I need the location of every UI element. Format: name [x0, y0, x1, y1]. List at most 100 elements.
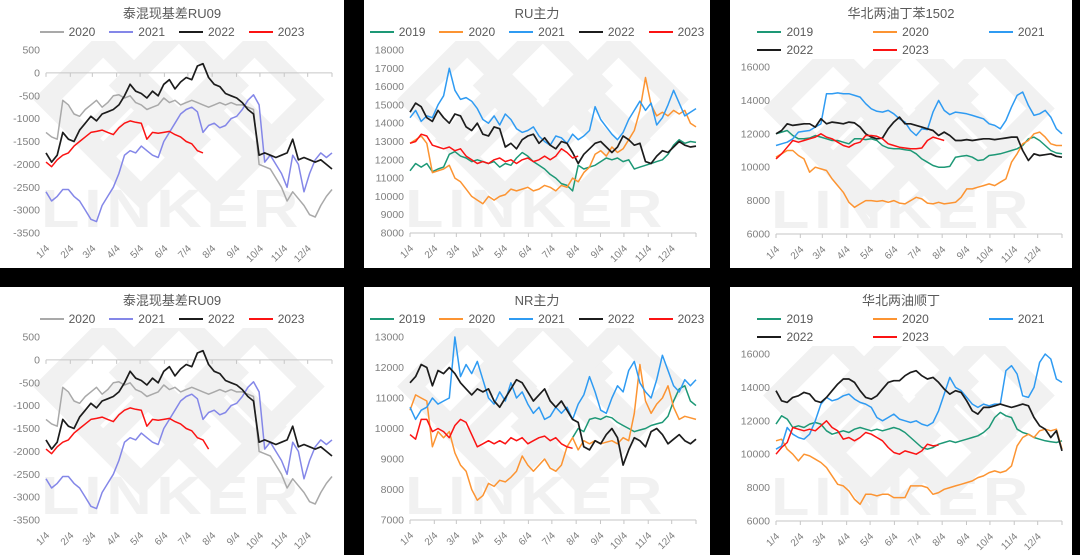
- chart-card: 泰混现基差RU09 2020 2021 2022 2023 LINKER 500 0 -500 -…: [0, 287, 344, 555]
- y-axis-label: 8000: [381, 228, 405, 240]
- legend-item-2021: 2021: [109, 23, 165, 41]
- y-axis-label: 8000: [747, 195, 771, 207]
- y-axis-label: 14000: [741, 382, 770, 394]
- x-axis-label: 7/4: [176, 530, 194, 548]
- legend-line-swatch: [873, 318, 898, 320]
- series-line-2021: [775, 91, 1063, 147]
- legend-label: 2019: [398, 25, 426, 39]
- series-line-2023: [409, 133, 579, 165]
- y-axis-label: -500: [19, 377, 40, 389]
- series-line-2023: [409, 418, 573, 450]
- x-axis-label: 3/4: [445, 243, 463, 261]
- legend-label: 2023: [277, 312, 305, 326]
- series-line-2022: [775, 116, 1063, 162]
- x-axis-label: 10/4: [245, 243, 267, 265]
- x-axis-label: 7/4: [906, 531, 924, 549]
- chart-card: RU主力 2019 2020 2021 2022 2023 LINKER 18000 17000…: [364, 0, 710, 268]
- legend-line-swatch: [39, 31, 64, 33]
- legend-item-2021: 2021: [509, 23, 565, 41]
- legend-item-2021: 2021: [988, 23, 1045, 41]
- legend-item-2022: 2022: [179, 23, 235, 41]
- x-axis-label: 7/4: [540, 243, 558, 261]
- x-axis-label: 6/4: [153, 243, 171, 261]
- legend-label: 2019: [786, 25, 814, 39]
- y-axis-label: 10000: [741, 449, 770, 461]
- legend-line-swatch: [439, 318, 464, 320]
- legend-label: 2020: [902, 25, 929, 39]
- x-axis-label: 11/4: [999, 531, 1020, 552]
- chart-title: 泰混现基差RU09: [122, 6, 222, 21]
- legend-label: 2020: [68, 312, 96, 326]
- x-axis-label: 3/4: [81, 530, 99, 548]
- legend-item-2020: 2020: [439, 23, 495, 41]
- x-axis-label: 10/4: [975, 531, 997, 553]
- y-axis-label: 9000: [381, 209, 405, 221]
- legend-item-2019: 2019: [757, 310, 813, 328]
- legend-line-swatch: [39, 318, 64, 320]
- legend-item-2022: 2022: [578, 23, 635, 41]
- chart-title: 华北两油顺丁: [861, 293, 940, 308]
- linker-watermark: LINKER: [33, 328, 325, 526]
- legend-line-swatch: [509, 31, 534, 33]
- x-axis-label: 9/4: [589, 530, 607, 548]
- series-line-2019: [571, 385, 697, 439]
- legend-line-swatch: [757, 31, 782, 33]
- legend-item-2023: 2023: [248, 23, 304, 41]
- series-line-2022: [409, 102, 697, 165]
- x-axis-label: 4/4: [469, 530, 487, 548]
- plot-area: LINKER 500 0 -500 -1000 -1500 -2000 -2500 -3000 -…: [13, 41, 333, 265]
- chart-title: RU主力: [514, 6, 560, 21]
- y-axis-label: -1500: [13, 136, 40, 148]
- y-axis-label: 16000: [741, 62, 770, 74]
- x-axis-label: 3/4: [811, 244, 829, 262]
- legend: 2019 2020 2021 2022 2023: [730, 310, 1072, 346]
- legend-item-2023: 2023: [873, 41, 929, 59]
- series-line-2020: [409, 76, 697, 205]
- y-axis-label: 14000: [741, 95, 770, 107]
- x-axis-label: 6/4: [517, 530, 535, 548]
- series-line-2020: [45, 381, 333, 505]
- series-line-2022: [775, 369, 1063, 452]
- legend: 2019 2020 2021 2022 2023: [364, 310, 710, 328]
- legend-line-swatch: [757, 49, 782, 51]
- legend-item-2020: 2020: [39, 310, 96, 328]
- x-axis-label: 11/4: [269, 530, 290, 551]
- legend-line-swatch: [439, 31, 464, 33]
- chart-card: 泰混现基差RU09 2020 2021 2022 2023 LINKER 500 0 -500 -…: [0, 0, 344, 268]
- x-axis-label: 3/4: [811, 531, 829, 549]
- series-line-2020: [409, 363, 697, 501]
- x-axis-label: 12/4: [292, 530, 314, 552]
- x-axis-label: 8/4: [201, 243, 219, 261]
- x-axis-label: 5/4: [493, 243, 511, 261]
- x-axis-label: 11/4: [633, 243, 654, 264]
- x-axis-label: 9/4: [225, 530, 243, 548]
- legend-item-2023: 2023: [873, 328, 929, 346]
- chart-card: 华北两油丁苯1502 2019 2020 2021 2022 2023 LINKER 1600…: [730, 0, 1072, 268]
- legend-label: 2021: [138, 25, 165, 39]
- legend-line-swatch: [578, 31, 603, 33]
- plot-area: LINKER 500 0 -500 -1000 -1500 -2000 -2500 -3000 -…: [13, 328, 333, 552]
- y-axis-label: 16000: [741, 349, 770, 361]
- series-line-2021: [45, 94, 333, 223]
- legend-line-swatch: [757, 336, 782, 338]
- legend-item-2019: 2019: [369, 310, 425, 328]
- y-axis-label: 7000: [381, 515, 405, 527]
- y-axis-label: -2000: [13, 159, 40, 171]
- x-axis-label: 9/4: [955, 244, 973, 262]
- legend-item-2022: 2022: [179, 310, 235, 328]
- y-axis-label: 16000: [375, 81, 404, 93]
- x-axis-label: 11/4: [633, 530, 654, 551]
- legend-item-2020: 2020: [439, 310, 495, 328]
- x-axis-label: 12/4: [292, 243, 314, 265]
- y-axis-label: 6000: [747, 516, 771, 528]
- y-axis-label: 10000: [375, 191, 404, 203]
- x-axis-label: 1/4: [765, 531, 783, 549]
- x-axis-label: 2/4: [59, 243, 77, 261]
- x-axis-label: 5/4: [129, 530, 147, 548]
- series-line-2021: [45, 381, 333, 510]
- y-axis-label: -3500: [13, 515, 40, 527]
- series-line-2019: [775, 411, 1063, 450]
- legend-item-2021: 2021: [509, 310, 565, 328]
- x-axis-label: 6/4: [883, 531, 901, 549]
